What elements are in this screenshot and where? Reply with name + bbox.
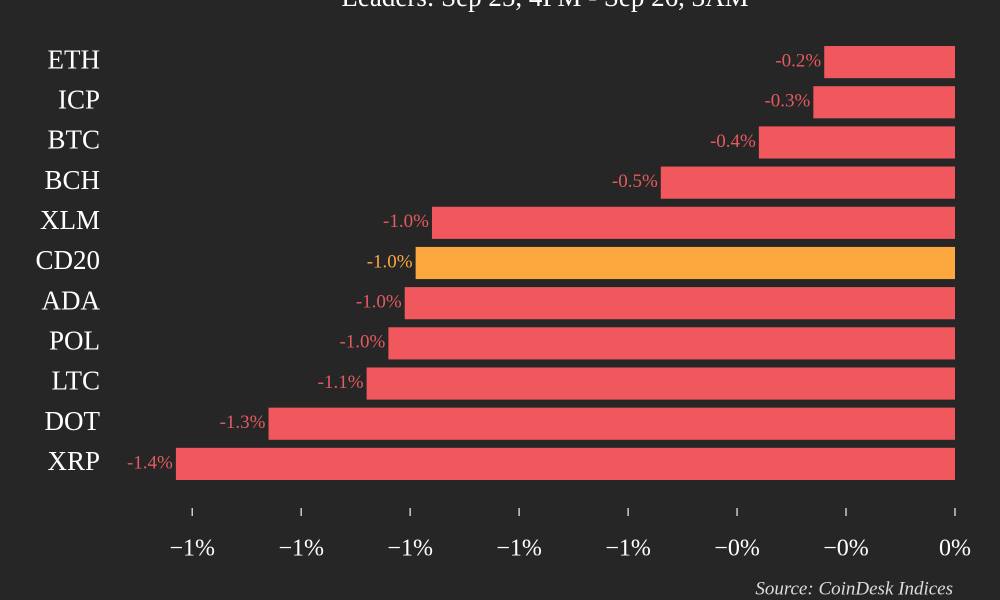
y-tick-label: XLM [40, 205, 100, 235]
x-tick-label: 0% [939, 536, 971, 562]
value-label: -1.0% [339, 332, 385, 353]
x-tick-label: −1% [605, 536, 651, 562]
y-tick-label: ETH [48, 44, 100, 74]
value-label: -0.3% [764, 91, 810, 112]
bar [824, 46, 955, 79]
bar [404, 287, 956, 320]
value-label: -0.2% [775, 50, 821, 71]
value-label: -0.4% [710, 131, 756, 152]
y-tick-label: CD20 [35, 245, 100, 275]
x-tick-label: −1% [278, 536, 324, 562]
bar [366, 367, 956, 400]
x-tick-label: −0% [714, 536, 760, 562]
y-tick-label: ICP [58, 84, 100, 114]
bar [268, 407, 956, 440]
source-note: Source: CoinDesk Indices [755, 578, 953, 599]
x-tick-label: −1% [169, 536, 215, 562]
y-tick-label: POL [49, 326, 100, 356]
x-tick-label: −0% [823, 536, 869, 562]
value-label: -1.1% [318, 372, 364, 393]
bar [415, 246, 955, 280]
bar [175, 447, 955, 480]
x-tick-label: −1% [387, 536, 433, 562]
y-tick-label: BCH [44, 165, 100, 195]
bar [660, 166, 955, 199]
chart-title: Leaders: Sep 25, 4PM - Sep 26, 3AM [341, 0, 748, 12]
value-label: -1.0% [383, 211, 429, 232]
x-tick-label: −1% [496, 536, 542, 562]
y-tick-label: LTC [51, 366, 100, 396]
value-label: -1.0% [356, 292, 402, 313]
bar [388, 327, 956, 360]
bar [431, 206, 955, 239]
y-tick-label: ADA [42, 285, 101, 315]
value-label: -0.5% [612, 171, 658, 192]
value-label: -1.0% [367, 251, 413, 272]
y-tick-label: XRP [47, 446, 100, 476]
bar [813, 86, 955, 119]
y-tick-label: BTC [47, 125, 100, 155]
y-tick-label: DOT [45, 406, 101, 436]
value-label: -1.3% [220, 412, 266, 433]
bar [758, 126, 955, 159]
value-label: -1.4% [127, 452, 173, 473]
